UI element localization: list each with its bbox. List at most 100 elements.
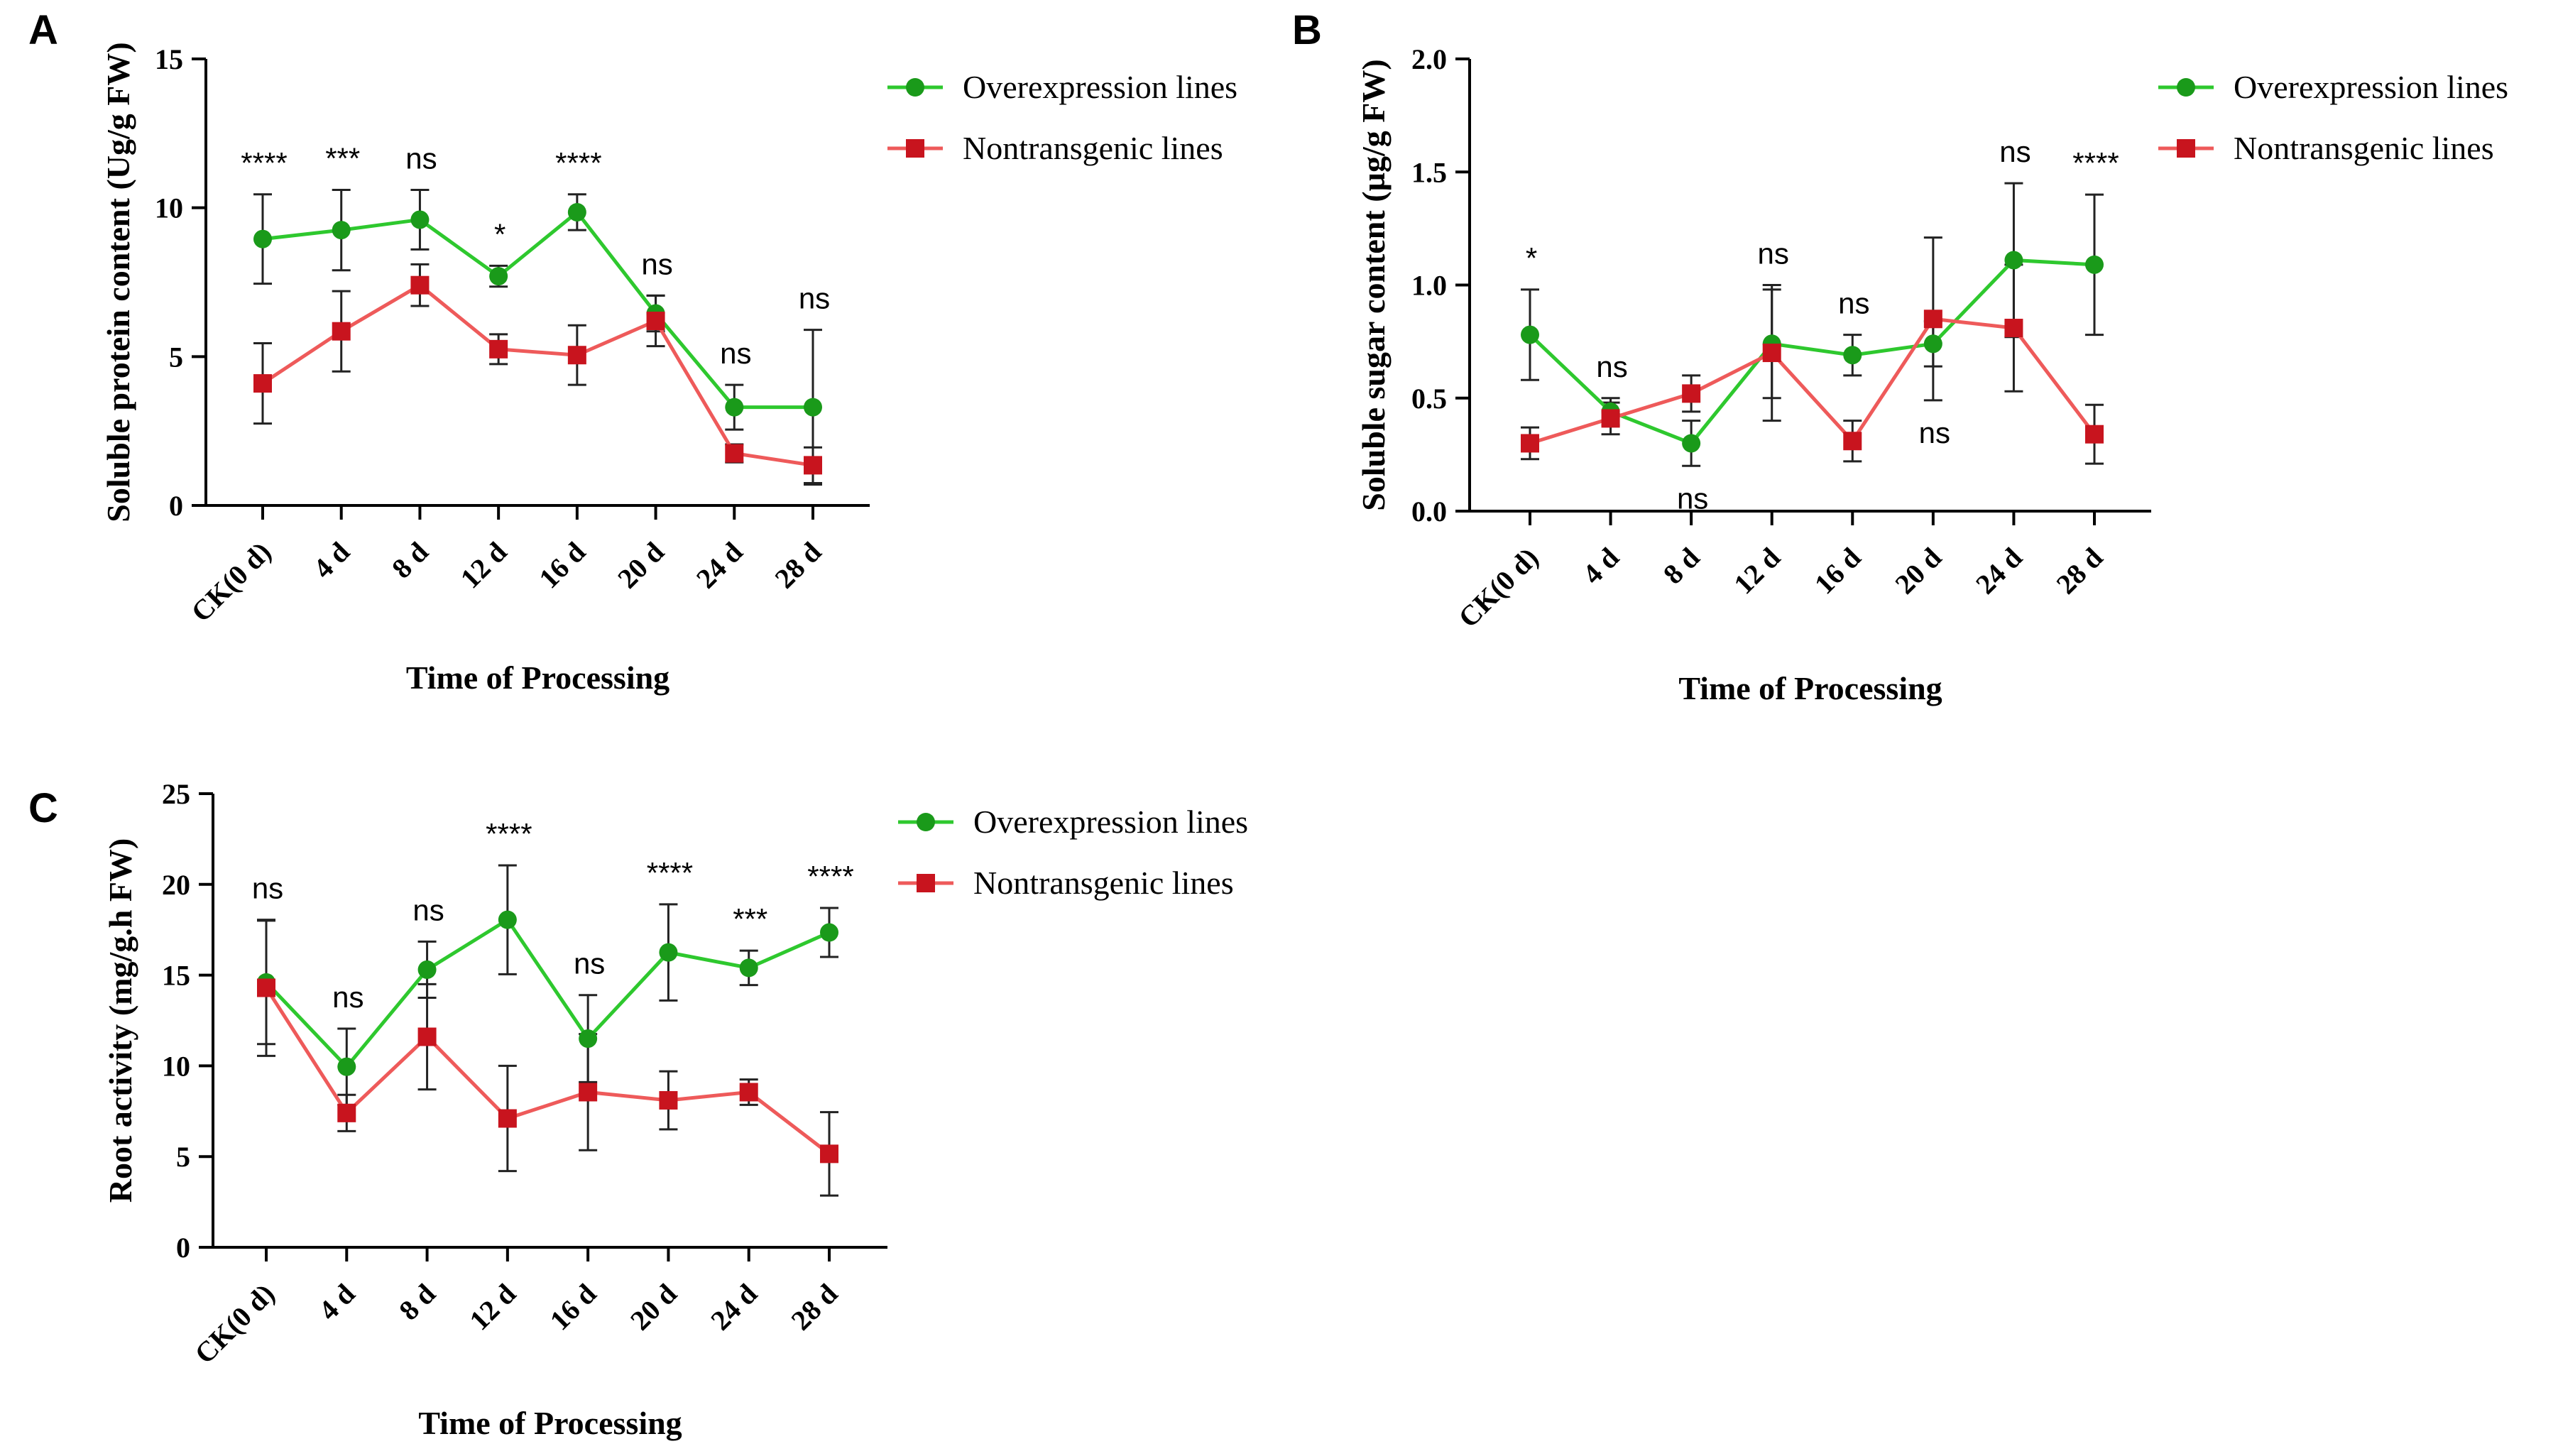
data-point <box>820 1144 838 1164</box>
data-point <box>410 275 430 295</box>
x-tick-label: 24 d <box>704 1278 763 1337</box>
series-line <box>1529 317 2096 445</box>
x-tick-label: 8 d <box>386 536 434 585</box>
data-point <box>2004 251 2023 270</box>
x-tick-label: 4 d <box>307 536 356 585</box>
data-point <box>646 312 665 331</box>
x-tick-label: 12 d <box>1727 542 1786 601</box>
panel-label: A <box>28 7 58 53</box>
series-line <box>1529 258 2095 446</box>
x-tick-label: 20 d <box>1889 542 1947 601</box>
series-line <box>261 283 814 467</box>
legend-label: Nontransgenic lines <box>973 865 1234 901</box>
data-point <box>1843 346 1862 365</box>
legend-marker <box>917 813 935 831</box>
chart-panel-c: C 0 5 10 15 20 25 CK(0 d) 4 d 8 d 12 d 16 d 20 d 24 d… <box>28 778 1248 1441</box>
x-tick-label: 20 d <box>611 536 670 595</box>
data-point <box>820 923 838 942</box>
significance-label: ns <box>1677 481 1708 515</box>
x-tick-label: CK(0 d) <box>188 1278 280 1370</box>
x-axis-title: Time of Processing <box>406 659 669 696</box>
data-point <box>579 1083 598 1102</box>
legend-label: Overexpression lines <box>973 804 1248 840</box>
legend-marker <box>906 78 924 97</box>
data-point <box>498 1109 517 1128</box>
chart-panel-a: A 0 5 10 15 CK(0 d) 4 d 8 d 12 d 16 d 20 d 24 d 28 d… <box>28 7 1237 696</box>
data-point <box>417 1027 437 1046</box>
x-tick-label: 16 d <box>1808 542 1867 601</box>
significance-label: ns <box>720 336 751 370</box>
legend-marker <box>917 874 935 892</box>
data-point <box>337 1057 356 1076</box>
data-point <box>253 374 272 393</box>
data-point <box>332 322 351 341</box>
data-point <box>2004 319 2023 338</box>
legend-item: Overexpression lines <box>2158 69 2508 105</box>
legend-label: Nontransgenic lines <box>963 130 1223 166</box>
series-line <box>265 917 831 1070</box>
y-tick-label: 1.5 <box>1411 156 1447 188</box>
data-point <box>579 1029 598 1049</box>
significance-label: * <box>1526 241 1537 275</box>
data-point <box>489 267 508 286</box>
y-tick-label: 15 <box>162 960 190 992</box>
data-point <box>1682 384 1701 403</box>
legend-item: Nontransgenic lines <box>887 130 1223 166</box>
x-tick-label: 12 d <box>454 536 513 595</box>
data-point <box>498 910 517 929</box>
significance-label: ns <box>405 142 437 175</box>
significance-label: **** <box>486 817 532 850</box>
legend-marker <box>2177 139 2195 158</box>
x-tick-label: 12 d <box>463 1278 522 1337</box>
data-point <box>257 978 275 997</box>
legend-label: Overexpression lines <box>2234 69 2508 105</box>
significance-label: **** <box>555 146 601 180</box>
significance-label: ns <box>574 947 605 980</box>
data-point <box>1521 434 1539 453</box>
legend-item: Overexpression lines <box>898 804 1248 840</box>
data-point <box>1923 334 1942 354</box>
y-tick-label: 5 <box>176 1141 190 1173</box>
legend-marker <box>2177 78 2195 97</box>
significance-label: *** <box>325 142 360 175</box>
data-point <box>567 202 586 221</box>
significance-label: ns <box>332 980 364 1014</box>
legend-label: Overexpression lines <box>963 69 1237 105</box>
data-point <box>332 221 351 240</box>
legend-item: Nontransgenic lines <box>898 865 1234 901</box>
x-tick-label: 4 d <box>312 1278 361 1327</box>
significance-label: ns <box>1919 416 1950 449</box>
data-point <box>1843 432 1862 451</box>
x-tick-label: 24 d <box>690 536 749 595</box>
data-point <box>1521 325 1539 344</box>
significance-label: ns <box>1838 287 1869 320</box>
x-tick-label: 16 d <box>544 1278 603 1337</box>
panel-label: C <box>28 785 58 831</box>
data-point <box>804 398 822 417</box>
data-point <box>2085 255 2104 274</box>
panel-label: B <box>1292 7 1322 53</box>
data-point <box>410 210 430 229</box>
series-line <box>262 209 813 410</box>
y-tick-label: 10 <box>155 192 183 224</box>
legend-item: Overexpression lines <box>887 69 1237 105</box>
y-tick-label: 20 <box>162 869 190 901</box>
significance-label: **** <box>647 856 693 890</box>
data-point <box>739 1083 758 1102</box>
significance-label: **** <box>241 146 287 180</box>
data-point <box>489 339 508 358</box>
significance-label: ns <box>412 893 444 926</box>
chart-panel-b: B 0.0 0.5 1.0 1.5 2.0 CK(0 d) 4 d 8 d 12 d 16 d 20 … <box>1292 7 2508 706</box>
data-point <box>1762 344 1781 363</box>
data-point <box>804 456 822 475</box>
data-point <box>725 444 744 463</box>
y-tick-label: 1.0 <box>1411 270 1447 302</box>
data-point <box>1923 310 1942 329</box>
data-point <box>253 229 272 248</box>
x-tick-label: CK(0 d) <box>185 536 277 628</box>
x-tick-label: 8 d <box>393 1278 442 1327</box>
data-point <box>337 1103 356 1122</box>
significance-label: ns <box>252 872 283 905</box>
legend-label: Nontransgenic lines <box>2234 130 2494 166</box>
significance-label: * <box>494 217 505 251</box>
